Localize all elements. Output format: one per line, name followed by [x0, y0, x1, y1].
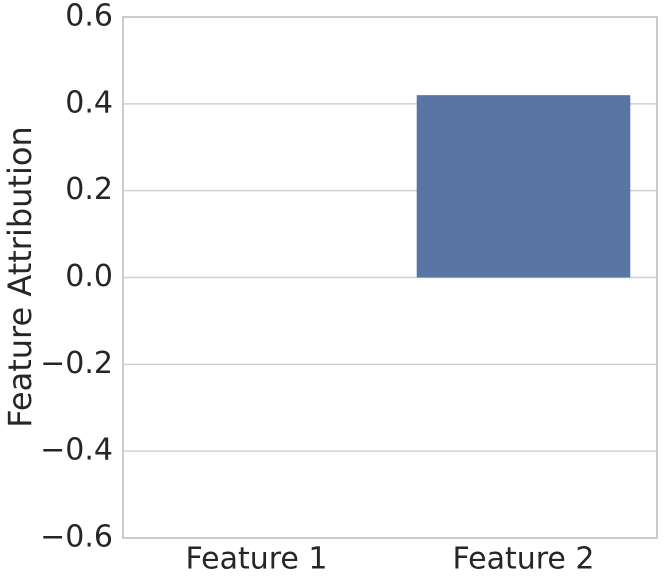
y-tick-label: −0.4 [40, 433, 113, 468]
y-tick-label: −0.6 [40, 520, 113, 555]
plot-frame [122, 16, 658, 539]
y-tick-label: −0.2 [40, 346, 113, 381]
bar [416, 95, 631, 278]
y-tick-label: 0.4 [65, 85, 113, 120]
y-tick-label: 0.6 [65, 0, 113, 34]
y-tick-label: 0.0 [65, 259, 113, 294]
y-tick-label: 0.2 [65, 172, 113, 207]
x-tick-label: Feature 1 [186, 542, 328, 577]
y-axis-label: Feature Attribution [1, 126, 39, 427]
x-tick-label: Feature 2 [453, 542, 595, 577]
